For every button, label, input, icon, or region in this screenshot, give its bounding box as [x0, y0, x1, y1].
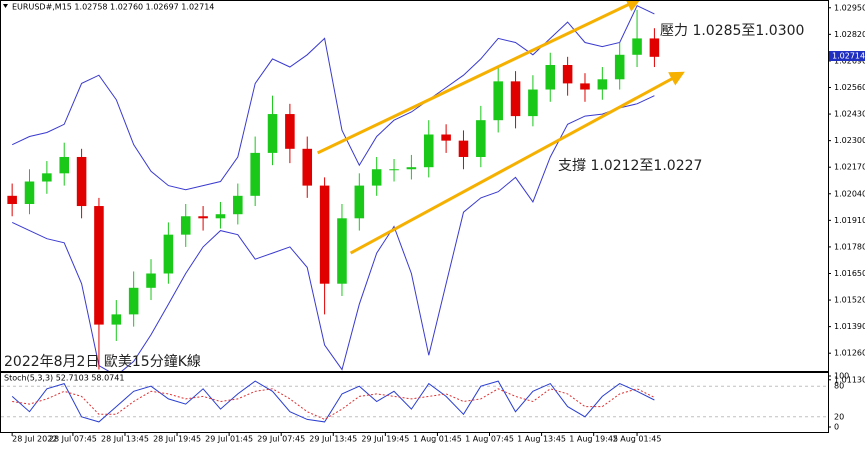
- x-tick-label: 28 Jul 13:45: [101, 435, 149, 444]
- x-tick-label: 1 Aug 19:45: [569, 435, 618, 444]
- candle-body: [493, 81, 503, 121]
- bollinger-upper: [11, 5, 655, 191]
- candle-body: [146, 273, 156, 288]
- candle-body: [250, 152, 260, 196]
- x-tick-label: 1 Aug 01:45: [413, 435, 462, 444]
- y-tick-label: 1.01130: [834, 375, 865, 384]
- candle-body: [580, 83, 590, 90]
- candle-body: [476, 120, 486, 157]
- stoch-frame: [0, 372, 829, 433]
- y-tick-label: 1.01260: [834, 349, 865, 358]
- candle-body: [562, 65, 573, 84]
- candle-body: [76, 156, 87, 207]
- x-tick-label: 1 Aug 13:45: [517, 435, 566, 444]
- candle-body: [128, 287, 139, 315]
- candle-body: [285, 114, 295, 149]
- x-tick-label: 29 Jul 19:45: [361, 435, 409, 444]
- candle-body: [441, 134, 451, 141]
- candle-body: [233, 195, 243, 215]
- y-tick-label: 1.02170: [834, 163, 865, 172]
- stoch-signal: [12, 388, 655, 420]
- candle-body: [319, 185, 330, 284]
- y-tick-label: 1.01390: [834, 322, 865, 331]
- candle-body: [614, 54, 625, 80]
- candle-body: [180, 216, 191, 235]
- y-tick-label: 1.02560: [834, 83, 865, 92]
- bollinger-lower: [11, 95, 655, 371]
- candle-body: [215, 214, 226, 219]
- price-marker: [829, 51, 865, 62]
- y-tick-label: 1.02820: [834, 30, 865, 39]
- chart-title: EURUSD#,M15 1.02758 1.02760 1.02697 1.02…: [12, 3, 214, 12]
- candle-body: [302, 148, 313, 186]
- y-tick-label: 1.02300: [834, 136, 865, 145]
- candle-body: [337, 218, 347, 284]
- candle-body: [198, 216, 208, 219]
- candle-body: [389, 169, 399, 171]
- y-tick-label: 1.02950: [834, 3, 865, 12]
- candle-body: [267, 114, 278, 153]
- candle-body: [597, 79, 608, 90]
- stoch-main: [11, 380, 655, 423]
- candle-body: [42, 173, 52, 182]
- y-tick-label: 1.02430: [834, 110, 865, 119]
- stoch-pane: [1, 375, 831, 428]
- x-tick-label: 28 Jul 07:45: [49, 435, 97, 444]
- x-tick-label: 29 Jul 01:45: [205, 435, 253, 444]
- x-tick-label: 29 Jul 13:45: [309, 435, 357, 444]
- chart-caption: 2022年8月2日 歐美15分鐘K線: [4, 353, 201, 370]
- x-tick-label: 1 Aug 07:45: [465, 435, 514, 444]
- stoch-tick-label: 0: [834, 423, 839, 432]
- candle-body: [632, 38, 642, 55]
- axes: 1.029501.028201.026901.025601.024301.023…: [11, 3, 865, 444]
- candle-body: [510, 81, 521, 117]
- candle-body: [458, 140, 469, 157]
- x-tick-label: 28 Jul 19:45: [153, 435, 201, 444]
- candle-body: [111, 314, 122, 325]
- candle-body: [163, 234, 174, 274]
- candle-body: [94, 206, 104, 325]
- resistance-note: 壓力 1.0285至1.0300: [660, 23, 804, 39]
- candle-body: [545, 65, 556, 90]
- main-frame: [0, 0, 829, 372]
- y-tick-label: 1.01910: [834, 216, 865, 225]
- stoch-title: Stoch(5,3,3) 52.7103 58.0741: [4, 374, 124, 383]
- candle-body: [528, 89, 538, 117]
- candle-body: [354, 185, 365, 219]
- candle-body: [7, 195, 17, 204]
- y-tick-label: 1.01780: [834, 242, 865, 251]
- stoch-tick-label: 20: [834, 412, 844, 421]
- stoch-tick-label: 100: [834, 372, 849, 381]
- candle-body: [406, 167, 417, 170]
- main-pane: [7, 0, 685, 371]
- channel-line: [349, 71, 685, 255]
- x-tick-label: 28 Jul 2022: [12, 435, 57, 444]
- x-tick-label: 29 Jul 07:45: [257, 435, 305, 444]
- candle-body: [59, 156, 69, 174]
- stoch-tick-label: 80: [834, 382, 844, 391]
- y-tick-label: 1.01520: [834, 296, 865, 305]
- title-icon: [3, 4, 8, 8]
- support-note: 支撐 1.0212至1.0227: [558, 158, 702, 174]
- y-tick-label: 1.01650: [834, 269, 865, 278]
- candle-body: [371, 169, 382, 186]
- candle-body: [423, 134, 434, 168]
- candle-body: [24, 181, 35, 204]
- y-tick-label: 1.02040: [834, 189, 865, 198]
- price-marker-label: 1.02714: [832, 52, 865, 61]
- channel-line: [317, 0, 642, 155]
- candle-body: [649, 38, 660, 57]
- x-tick-label: 2 Aug 01:45: [613, 435, 662, 444]
